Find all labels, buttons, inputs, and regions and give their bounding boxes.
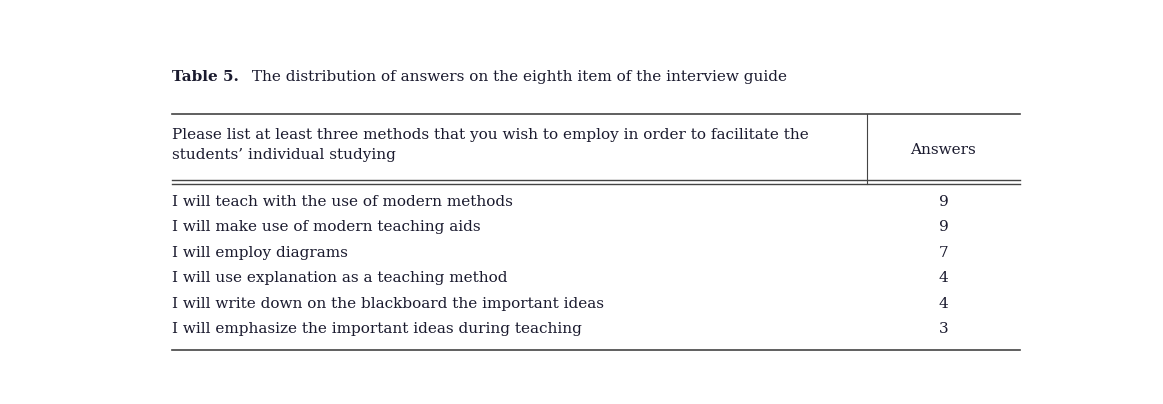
Text: Please list at least three methods that you wish to employ in order to facilitat: Please list at least three methods that … <box>172 128 809 162</box>
Text: 9: 9 <box>939 195 948 209</box>
Text: Table 5.: Table 5. <box>172 70 240 84</box>
Text: I will make use of modern teaching aids: I will make use of modern teaching aids <box>172 220 481 234</box>
Text: Answers: Answers <box>911 143 976 158</box>
Text: I will teach with the use of modern methods: I will teach with the use of modern meth… <box>172 195 513 209</box>
Text: 4: 4 <box>939 271 948 285</box>
Text: 9: 9 <box>939 220 948 234</box>
Text: I will employ diagrams: I will employ diagrams <box>172 246 348 260</box>
Text: I will emphasize the important ideas during teaching: I will emphasize the important ideas dur… <box>172 322 583 336</box>
Text: I will use explanation as a teaching method: I will use explanation as a teaching met… <box>172 271 508 285</box>
Text: 7: 7 <box>939 246 948 260</box>
Text: 4: 4 <box>939 297 948 311</box>
Text: The distribution of answers on the eighth item of the interview guide: The distribution of answers on the eight… <box>248 70 787 84</box>
Text: 3: 3 <box>939 322 948 336</box>
Text: I will write down on the blackboard the important ideas: I will write down on the blackboard the … <box>172 297 605 311</box>
